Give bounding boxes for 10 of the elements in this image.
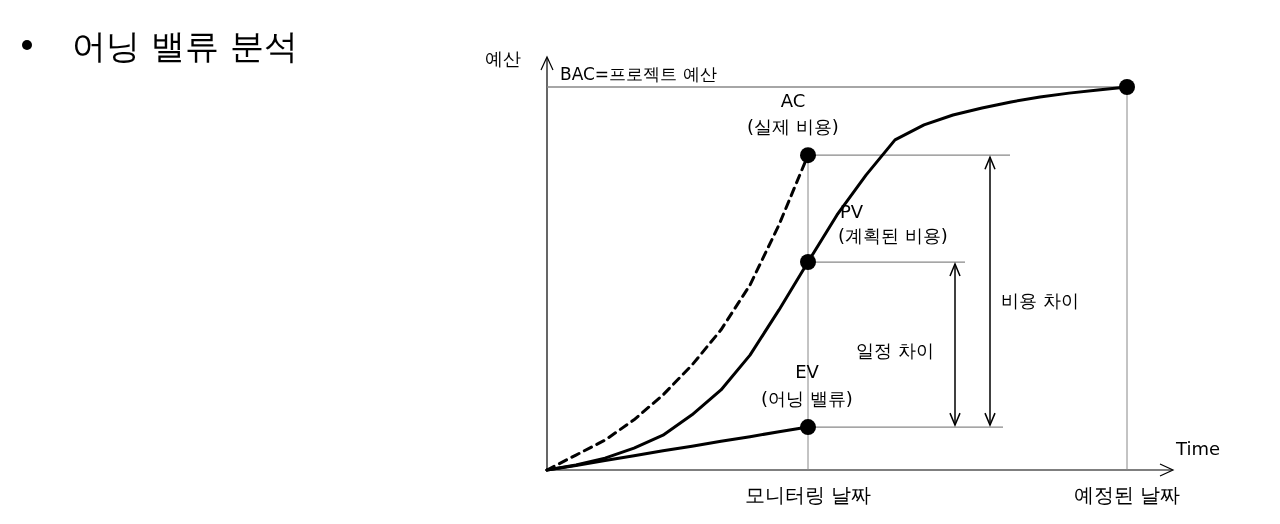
x-tick-label: 예정된 날짜 [1073,483,1181,507]
annotation: 비용 차이 [1001,290,1079,311]
series-label: EV (어닝 밸류) [761,361,853,410]
series-label: AC (실제 비용) [747,90,839,138]
text: 어닝 밸류 분석 [72,26,298,66]
x-axis-title: Time [1174,438,1221,459]
ref-line-label: BAC=프로젝트 예산 [560,64,717,84]
x-tick-label: 모니터링 날짜 [744,483,872,507]
y-axis-title: 예산 [485,48,521,69]
annotation: 일정 차이 [856,340,934,361]
